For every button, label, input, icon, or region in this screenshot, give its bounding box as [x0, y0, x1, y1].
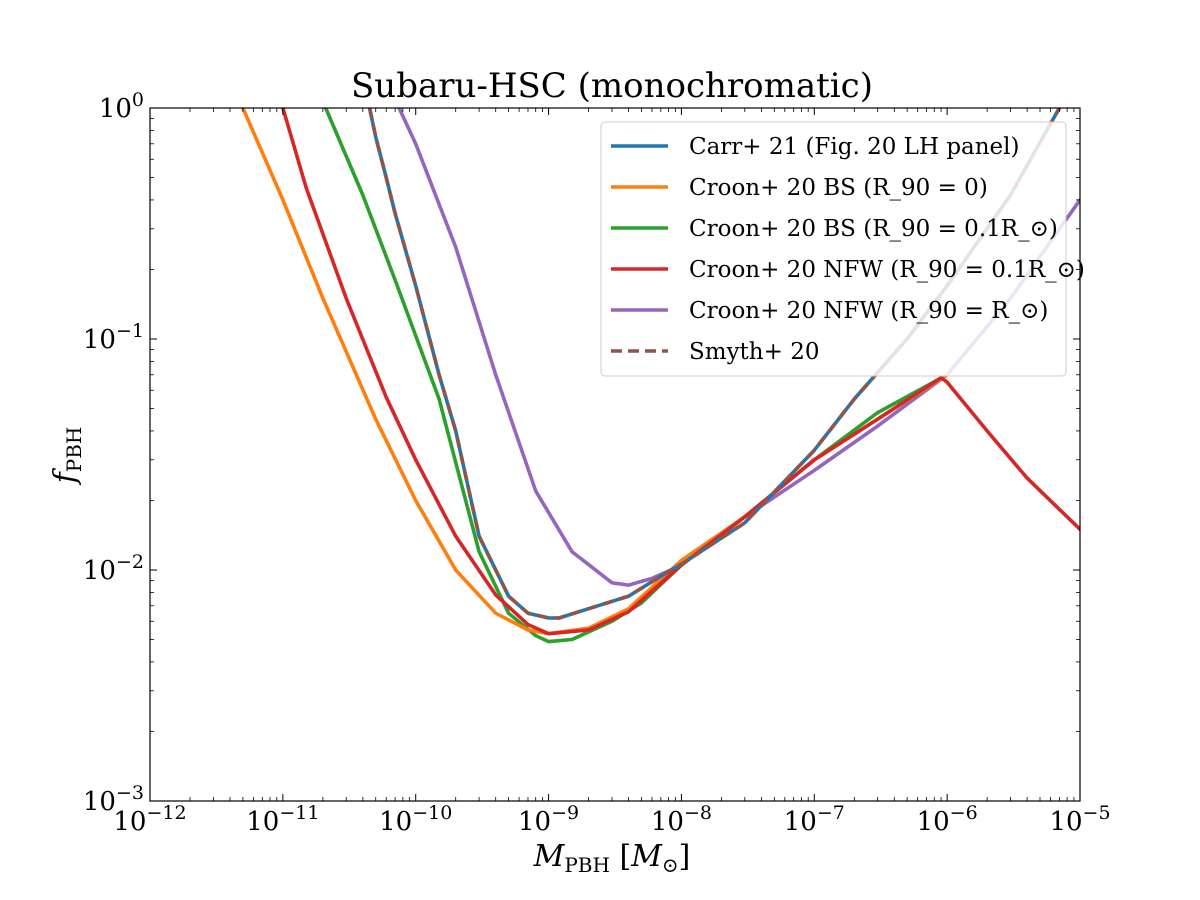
x-tick-label: 10−12 — [113, 802, 186, 837]
x-tick-label: 10−7 — [784, 802, 845, 837]
x-tick-label-exponent: −10 — [412, 802, 452, 824]
series-layer — [241, 108, 1080, 644]
x-tick-label-base: 10 — [518, 807, 551, 837]
legend: Carr+ 21 (Fig. 20 LH panel) Croon+ 20 BS … — [600, 121, 1085, 377]
series-line-3 — [281, 108, 1080, 636]
y-tick-label-exponent: −2 — [116, 551, 144, 573]
x-tick-label-base: 10 — [379, 807, 412, 837]
y-tick-label-exponent: 0 — [132, 89, 144, 111]
x-tick-label-exponent: −11 — [279, 802, 319, 824]
y-tick-label: 10−3 — [83, 782, 144, 817]
x-tick-labels: 10−12 10−11 10−10 10−9 10−8 10−7 10−6 10−5 — [113, 802, 1110, 837]
y-tick-label-base: 10 — [99, 94, 132, 124]
x-tick-label-base: 10 — [917, 807, 950, 837]
legend-label-4: Croon+ 20 NFW (R_90 = R_⊙) — [689, 298, 1048, 324]
series-line-5 — [367, 108, 1061, 620]
legend-label-5: Smyth+ 20 — [689, 339, 819, 365]
y-tick-label: 10−2 — [83, 551, 144, 586]
x-tick-label-base: 10 — [1049, 807, 1082, 837]
x-tick-label: 10−8 — [651, 802, 712, 837]
y-tick-label-base: 10 — [83, 787, 116, 817]
x-tick-label-exponent: −12 — [146, 802, 186, 824]
x-axis-title-unit-symbol: M — [630, 839, 663, 874]
y-tick-label-base: 10 — [83, 325, 116, 355]
x-tick-label-exponent: −9 — [551, 802, 579, 824]
x-axis-title: MPBH [M⊙] — [533, 839, 691, 877]
x-axis-title-unit-subscript: ⊙ — [662, 853, 679, 877]
y-tick-label: 100 — [99, 89, 144, 124]
y-tick-label-exponent: −3 — [116, 782, 144, 804]
x-tick-label: 10−9 — [518, 802, 579, 837]
y-axis-title-subscript: PBH — [62, 427, 86, 473]
y-tick-label-exponent: −1 — [116, 320, 144, 342]
x-tick-label: 10−11 — [246, 802, 319, 837]
y-tick-label-base: 10 — [83, 556, 116, 586]
x-axis-title-subscript: PBH — [564, 853, 610, 877]
legend-label-0: Carr+ 21 (Fig. 20 LH panel) — [689, 134, 1020, 160]
x-tick-label-exponent: −8 — [684, 802, 712, 824]
legend-items: Carr+ 21 (Fig. 20 LH panel) Croon+ 20 BS … — [611, 134, 1085, 365]
x-tick-label: 10−5 — [1049, 802, 1110, 837]
x-tick-label-base: 10 — [651, 807, 684, 837]
x-axis-title-unit: [ — [610, 839, 631, 874]
legend-label-1: Croon+ 20 BS (R_90 = 0) — [689, 175, 988, 201]
plot-frame — [149, 107, 1081, 802]
y-axis-title: fPBH — [48, 427, 86, 486]
x-tick-label-base: 10 — [246, 807, 279, 837]
x-tick-label: 10−6 — [917, 802, 978, 837]
axis-ticks — [149, 107, 1081, 802]
x-tick-label-exponent: −7 — [817, 802, 845, 824]
x-tick-label-base: 10 — [113, 807, 146, 837]
x-tick-label: 10−10 — [379, 802, 452, 837]
legend-box — [600, 121, 1067, 377]
x-tick-label-exponent: −5 — [1083, 802, 1111, 824]
legend-label-3: Croon+ 20 NFW (R_90 = 0.1R_⊙) — [689, 257, 1085, 283]
x-axis-title-close: ] — [679, 839, 691, 874]
x-tick-label-exponent: −6 — [950, 802, 978, 824]
series-line-4 — [397, 108, 1080, 587]
legend-label-2: Croon+ 20 BS (R_90 = 0.1R_⊙) — [689, 216, 1058, 242]
chart-title: Subaru-HSC (monochromatic) — [351, 66, 873, 106]
y-tick-label: 10−1 — [83, 320, 144, 355]
x-tick-label-base: 10 — [784, 807, 817, 837]
x-axis-title-symbol: M — [533, 839, 566, 874]
